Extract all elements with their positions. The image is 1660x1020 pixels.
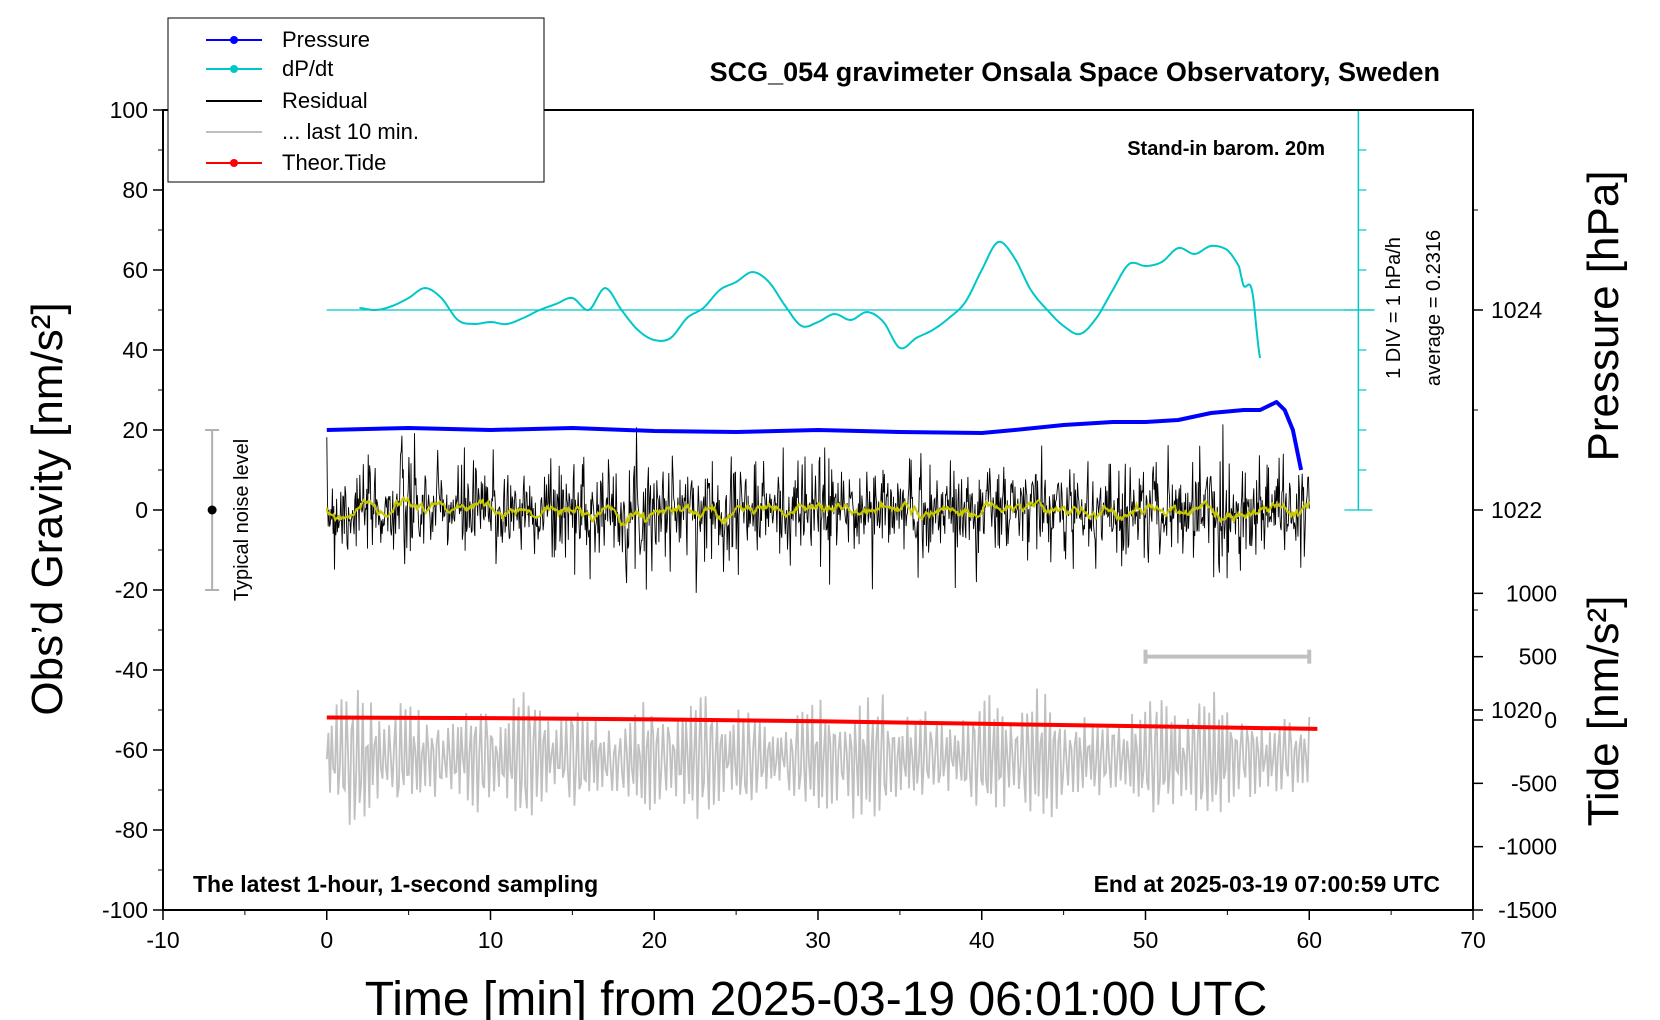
- x-tick-label: 10: [478, 927, 504, 953]
- series-last-10-min: [325, 688, 1311, 825]
- y-tick-label: 0: [135, 497, 148, 523]
- legend-swatch-marker: [230, 36, 238, 44]
- y-tick-label: 20: [122, 417, 148, 443]
- pressure-tick-label: 1020: [1491, 697, 1542, 723]
- legend-label-last-10-min: ... last 10 min.: [282, 119, 419, 144]
- noise-bar-center: [207, 505, 217, 515]
- theor-tide-line: [326, 715, 1318, 731]
- y-axis-tide: -1500 -1000 -500 0 500 1000: [1473, 580, 1557, 923]
- x-tick-label: 50: [1133, 927, 1159, 953]
- y-tick-label: 100: [110, 97, 148, 123]
- barometer-note: Stand-in barom. 20m: [1127, 138, 1325, 160]
- x-tick-label: 60: [1296, 927, 1322, 953]
- y-tick-label: 60: [122, 257, 148, 283]
- legend-swatch-marker: [230, 159, 238, 167]
- reference-bars: [205, 429, 1312, 664]
- x-tick-label: 0: [320, 927, 333, 953]
- legend-swatches: [206, 36, 262, 167]
- tide-tick-label: 1000: [1506, 580, 1557, 606]
- y-axis-label-gravity: Obs’d Gravity [nm/s²]: [23, 302, 72, 715]
- sampling-note: The latest 1-hour, 1-second sampling: [193, 871, 598, 897]
- div-scale-label: 1 DIV = 1 hPa/h: [1383, 237, 1405, 379]
- x-axis: -10 0 10 20 30 40 50 60 70: [146, 910, 1486, 953]
- noise-level-label: Typical noise level: [231, 439, 253, 601]
- x-tick-label: 70: [1460, 927, 1486, 953]
- tide-tick-label: -500: [1511, 770, 1557, 796]
- y-tick-label: -40: [115, 657, 148, 683]
- pressure-tick-label: 1022: [1491, 497, 1542, 523]
- series-pressure: [326, 400, 1304, 471]
- tide-tick-label: 500: [1519, 644, 1557, 670]
- tide-tick-label: -1000: [1498, 834, 1557, 860]
- residual-smoothed-line: [325, 495, 1310, 527]
- y-axis-label-pressure: Pressure [hPa]: [1579, 170, 1628, 461]
- last-10-min-line: [325, 688, 1311, 825]
- series-dpdt: [326, 240, 1375, 359]
- series-residual-smoothed: [325, 495, 1310, 527]
- series-theor-tide: [326, 715, 1318, 731]
- legend-label-dpdt: dP/dt: [282, 56, 333, 81]
- x-tick-label: 30: [805, 927, 831, 953]
- dpdt-line: [359, 240, 1262, 359]
- x-axis-label: Time [min] from 2025-03-19 06:01:00 UTC: [365, 973, 1268, 1020]
- y-tick-label: 80: [122, 177, 148, 203]
- tide-tick-label: 0: [1544, 707, 1557, 733]
- series-residual: [326, 424, 1310, 593]
- residual-line: [326, 424, 1310, 593]
- y-tick-label: -100: [102, 897, 148, 923]
- end-time-note: End at 2025-03-19 07:00:59 UTC: [1094, 871, 1440, 897]
- y-tick-label: -20: [115, 577, 148, 603]
- y-tick-label: 40: [122, 337, 148, 363]
- x-tick-label: 20: [641, 927, 667, 953]
- legend-label-theor-tide: Theor.Tide: [282, 150, 386, 175]
- x-tick-label: 40: [969, 927, 995, 953]
- chart-title: SCG_054 gravimeter Onsala Space Observat…: [710, 57, 1440, 87]
- y-axis-gravity: -100 -80 -60 -40 -20 0 20 40 60 80 100: [102, 97, 163, 923]
- legend: Pressure dP/dt Residual ... last 10 min.…: [167, 17, 545, 183]
- dpdt-average-label: average = 0.2316: [1423, 230, 1445, 386]
- pressure-tick-label: 1024: [1491, 297, 1542, 323]
- pressure-line: [326, 400, 1304, 471]
- y-axis-label-tide: Tide [nm/s²]: [1579, 596, 1628, 827]
- y-axis-pressure: 1020 1022 1024: [1473, 209, 1542, 723]
- legend-swatch-marker: [230, 65, 238, 73]
- y-tick-label: -80: [115, 817, 148, 843]
- tide-tick-label: -1500: [1498, 897, 1557, 923]
- legend-label-pressure: Pressure: [282, 27, 370, 52]
- x-tick-label: -10: [146, 927, 179, 953]
- legend-label-residual: Residual: [282, 88, 368, 113]
- y-tick-label: -60: [115, 737, 148, 763]
